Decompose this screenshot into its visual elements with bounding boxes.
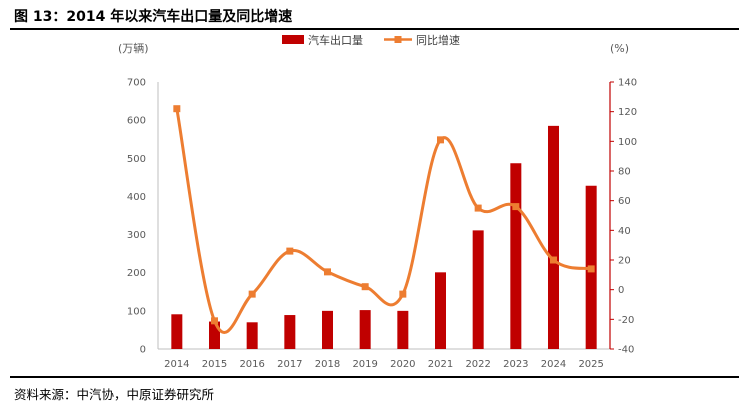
x-tick-label: 2017 <box>277 359 302 370</box>
growth-point-2015 <box>211 317 218 325</box>
source-note: 资料来源：中汽协，中原证券研究所 <box>14 387 215 402</box>
right-tick-label: 80 <box>618 167 631 178</box>
growth-point-2023 <box>512 203 520 211</box>
growth-point-2017 <box>286 247 294 255</box>
x-tick-label: 2020 <box>390 359 415 370</box>
bar-2023 <box>510 163 522 349</box>
x-tick-label: 2019 <box>352 359 377 370</box>
bar-2014 <box>171 314 183 349</box>
bar-2017 <box>284 315 296 349</box>
growth-point-2014 <box>173 105 181 113</box>
bar-2022 <box>472 230 484 349</box>
x-tick-label: 2024 <box>541 359 566 370</box>
right-tick-label: 40 <box>618 226 631 237</box>
bar-2019 <box>359 310 371 349</box>
right-tick-label: 20 <box>618 256 631 267</box>
growth-point-2019 <box>361 283 369 291</box>
x-tick-label: 2022 <box>465 359 490 370</box>
x-tick-label: 2021 <box>428 359 453 370</box>
growth-rate-line <box>175 107 593 334</box>
legend-line-label: 同比增速 <box>416 33 460 47</box>
right-tick-label: 100 <box>618 137 637 148</box>
legend: 汽车出口量 同比增速 <box>282 33 460 47</box>
right-tick-label: 140 <box>618 78 637 89</box>
right-tick-label: 60 <box>618 196 631 207</box>
x-tick-label: 2018 <box>315 359 340 370</box>
figure-title: 图 13：2014 年以来汽车出口量及同比增速 <box>14 9 293 25</box>
x-tick-label: 2025 <box>578 359 603 370</box>
legend-bar-swatch <box>282 35 304 44</box>
growth-point-2020 <box>399 290 407 298</box>
growth-point-2025 <box>587 265 595 273</box>
left-tick-label: 0 <box>140 345 146 356</box>
growth-point-2016 <box>248 290 256 298</box>
top-rule <box>10 28 739 30</box>
left-axis-unit: (万辆) <box>118 41 149 55</box>
x-tick-label: 2016 <box>239 359 264 370</box>
bar-2015 <box>209 321 220 349</box>
x-tick-label: 2015 <box>202 359 227 370</box>
bar-2024 <box>548 125 559 349</box>
right-tick-label: 0 <box>618 285 624 296</box>
bar-2018 <box>322 310 333 349</box>
legend-line-marker <box>394 36 402 43</box>
left-tick-label: 600 <box>127 116 146 127</box>
bar-2020 <box>397 310 409 349</box>
left-tick-label: 100 <box>127 306 146 317</box>
right-tick-label: 120 <box>618 107 637 118</box>
growth-point-2021 <box>437 136 444 144</box>
left-tick-label: 300 <box>127 230 146 241</box>
right-axis-unit: (%) <box>610 42 629 55</box>
left-tick-label: 200 <box>127 268 146 279</box>
right-tick-label: -40 <box>618 345 634 356</box>
bar-2016 <box>246 322 258 349</box>
legend-bar-label: 汽车出口量 <box>308 33 363 47</box>
growth-point-2024 <box>550 256 557 264</box>
right-tick-label: -20 <box>618 315 634 326</box>
bottom-rule <box>10 376 739 378</box>
left-tick-label: 500 <box>127 154 146 165</box>
bar-2021 <box>435 272 446 349</box>
x-tick-label: 2023 <box>503 359 528 370</box>
x-tick-label: 2014 <box>164 359 189 370</box>
left-tick-label: 400 <box>127 192 146 203</box>
growth-point-2018 <box>324 268 331 276</box>
left-tick-label: 700 <box>127 78 146 89</box>
growth-point-2022 <box>474 204 482 212</box>
